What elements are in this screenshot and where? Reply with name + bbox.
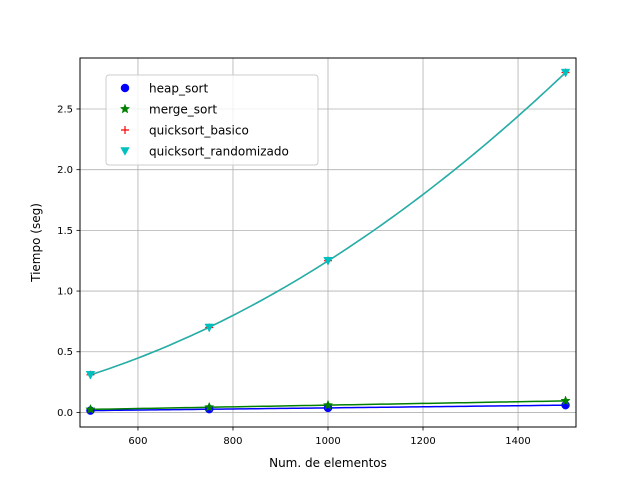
data-point-marker	[85, 403, 96, 414]
x-tick-label: 1000	[315, 436, 340, 447]
series-quicksort-randomizado	[85, 68, 571, 380]
x-axis-ticks: 600 800 1000 1200 1400	[128, 427, 531, 447]
legend-marker	[121, 126, 129, 134]
data-point-marker	[323, 256, 333, 266]
data-point-marker	[204, 323, 214, 333]
x-axis-label: Num. de elementos	[269, 456, 387, 470]
y-tick-label: 1.5	[57, 226, 73, 237]
legend-marker	[119, 103, 131, 114]
legend-entries: heap_sort merge_sort quicksort_basicoquick…	[119, 82, 289, 159]
y-tick-label: 2.0	[57, 165, 73, 176]
data-point-marker	[560, 395, 571, 406]
y-tick-label: 0.5	[57, 347, 73, 358]
x-tick-label: 1400	[505, 436, 530, 447]
legend-marker	[120, 147, 130, 156]
legend-label: heap_sort	[149, 82, 208, 96]
data-point-marker	[204, 401, 215, 412]
legend-item-merge-sort: merge_sort	[119, 103, 217, 117]
series-merge-sort	[85, 395, 571, 414]
series-layer	[85, 68, 571, 415]
legend-label: quicksort_randomizado	[149, 145, 289, 159]
legend-label: merge_sort	[149, 103, 217, 117]
y-tick-label: 2.5	[57, 104, 73, 115]
legend-marker	[120, 83, 130, 93]
y-tick-label: 1.0	[57, 287, 73, 298]
x-tick-label: 600	[128, 436, 147, 447]
y-tick-label: 0.0	[57, 408, 73, 419]
data-point-marker	[322, 399, 334, 410]
legend-item-quicksort-randomizado: quicksort_randomizado	[120, 145, 289, 159]
x-tick-label: 1200	[410, 436, 435, 447]
legend-item-heap-sort: heap_sort	[120, 82, 208, 96]
legend-frame	[105, 74, 319, 166]
y-axis-label: Tiempo (seg)	[29, 203, 43, 283]
legend-item-quicksort-basico: quicksort_basico	[121, 124, 249, 138]
y-axis-ticks: 0.0 0.5 1.0 1.5 2.0 2.5	[57, 104, 80, 419]
x-tick-label: 800	[223, 436, 242, 447]
legend-label: quicksort_basico	[149, 124, 249, 138]
grid	[80, 58, 576, 427]
data-point-marker	[85, 371, 96, 380]
data-point-marker	[560, 68, 571, 78]
legend: heap_sort merge_sort quicksort_basicoquick…	[105, 74, 319, 166]
